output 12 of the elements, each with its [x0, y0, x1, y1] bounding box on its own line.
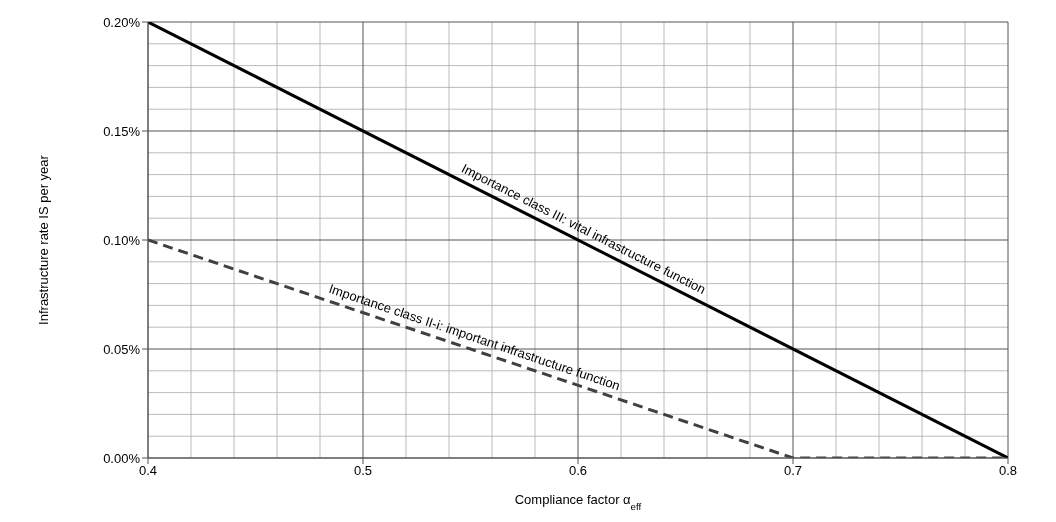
y-tick-label: 0.10% — [103, 232, 141, 248]
x-tick-label: 0.7 — [783, 463, 803, 479]
y-axis-title: Infrastructure rate IS per year — [36, 154, 51, 325]
x-tick-label: 0.4 — [138, 463, 158, 479]
x-tick-label: 0.8 — [998, 463, 1018, 479]
y-tick-label: 0.00% — [103, 450, 141, 466]
x-tick-label: 0.6 — [568, 463, 588, 479]
y-tick-label: 0.05% — [103, 341, 141, 357]
y-tick-label: 0.20% — [103, 14, 141, 30]
x-tick-label: 0.5 — [353, 463, 373, 479]
y-tick-label: 0.15% — [103, 123, 141, 139]
x-axis-title: Compliance factor α$_{eff}$ — [514, 492, 642, 512]
